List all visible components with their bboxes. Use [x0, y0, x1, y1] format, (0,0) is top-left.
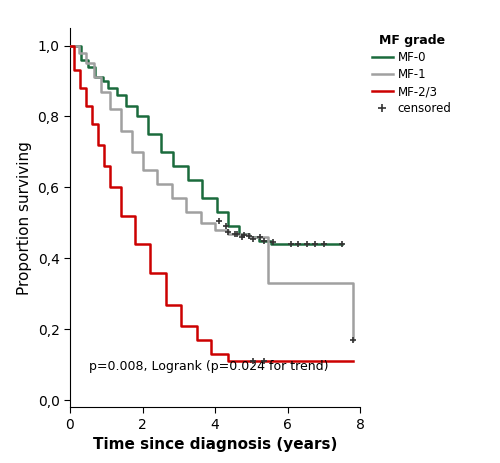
Text: p=0.008, Logrank (p=0.024 for trend): p=0.008, Logrank (p=0.024 for trend) [90, 360, 329, 373]
Y-axis label: Proportion surviving: Proportion surviving [17, 141, 32, 294]
X-axis label: Time since diagnosis (years): Time since diagnosis (years) [93, 438, 337, 452]
Legend: MF-0, MF-1, MF-2/3, censored: MF-0, MF-1, MF-2/3, censored [372, 34, 452, 115]
